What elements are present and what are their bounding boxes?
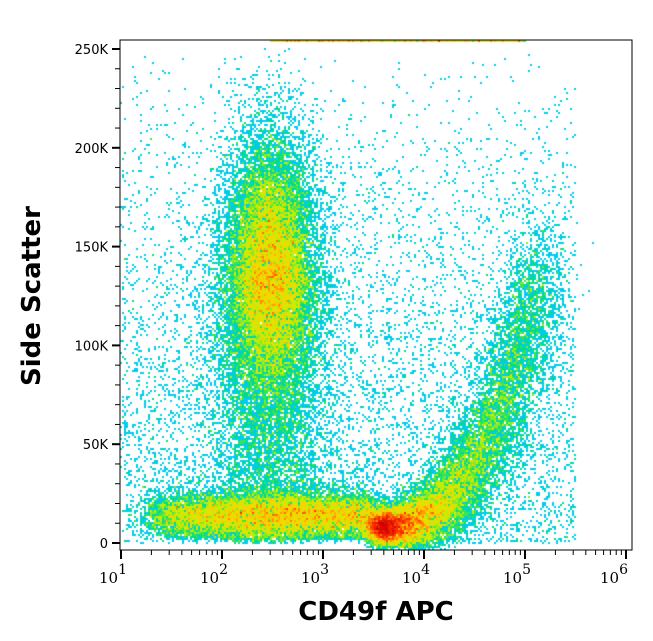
x-axis-label: CD49f APC (298, 597, 453, 627)
y-tick-label: 250K (75, 43, 109, 58)
y-tick-label: 50K (83, 438, 109, 453)
y-tick-label: 200K (75, 142, 109, 157)
x-tick-label: 104 (402, 562, 430, 587)
plot-frame (119, 39, 633, 551)
y-tick-label: 0 (100, 537, 108, 552)
y-tick-label: 100K (75, 339, 109, 354)
y-axis: 0 50K 100K 150K 200K 250K (75, 40, 121, 552)
x-tick-label: 106 (600, 562, 628, 587)
x-tick-label: 105 (503, 562, 531, 587)
x-tick-label: 101 (99, 562, 127, 587)
x-tick-label: 102 (200, 562, 228, 587)
x-axis: 101 102 103 104 105 106 (99, 549, 632, 587)
y-axis-label: Side Scatter (17, 206, 47, 386)
y-tick-label: 150K (75, 241, 109, 256)
x-tick-label: 103 (301, 562, 329, 587)
